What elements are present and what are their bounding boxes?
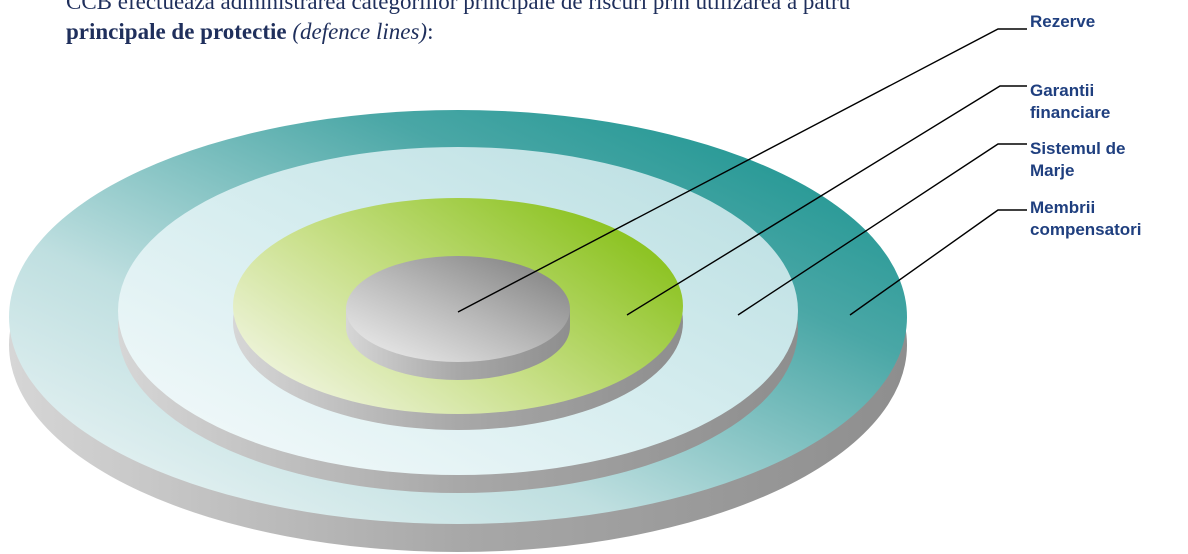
- label-rezerve: Rezerve: [1030, 12, 1096, 31]
- intro-colon: :: [427, 19, 434, 44]
- leader-line-marje: [737, 143, 1027, 316]
- intro-text-line-1: CCB efectueaza administrarea categoriilo…: [66, 0, 850, 15]
- leader-line-membrii: [849, 209, 1027, 316]
- label-garantii-financiare: Garantii financiare: [1030, 81, 1111, 122]
- label-membrii-compensatori: Membrii compensatori: [1030, 198, 1142, 239]
- core-disc-rezerve: [346, 256, 570, 380]
- intro-italic-text: (defence lines): [292, 19, 428, 44]
- label-sistemul-de-marje: Sistemul de Marje: [1030, 139, 1126, 180]
- leader-line-rezerve: [457, 28, 1027, 313]
- intro-text: CCB efectueaza administrarea categoriilo…: [66, 0, 851, 14]
- intro-text-line-2: principale de protectie (defence lines):: [66, 19, 433, 45]
- leader-line-garantii: [626, 85, 1027, 316]
- intro-bold-text: principale de protectie: [66, 19, 287, 44]
